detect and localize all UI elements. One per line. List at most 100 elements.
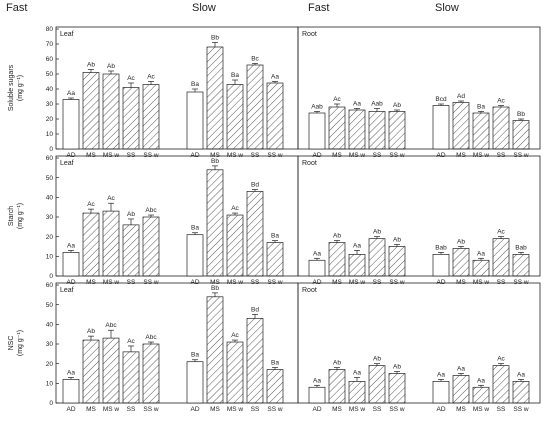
y-axis-label: NSC bbox=[8, 336, 15, 351]
significance-label: Ac bbox=[497, 356, 505, 363]
bar bbox=[328, 106, 346, 150]
significance-label: Ab bbox=[333, 233, 341, 240]
significance-label: Aa bbox=[477, 377, 485, 384]
bar bbox=[348, 381, 366, 404]
panel-frame bbox=[297, 155, 541, 277]
category-label: MS w bbox=[227, 152, 244, 159]
bar bbox=[62, 252, 80, 277]
significance-label: Ac bbox=[87, 201, 95, 208]
header-left-slow: Slow bbox=[192, 2, 216, 14]
category-label: AD bbox=[66, 279, 75, 286]
category-label: MS w bbox=[473, 406, 490, 413]
category-label: AD bbox=[312, 152, 321, 159]
category-label: MS bbox=[332, 279, 342, 286]
significance-label: Ab bbox=[373, 229, 381, 236]
y-tick-label: 0 bbox=[49, 146, 53, 153]
category-label: MS w bbox=[349, 152, 366, 159]
significance-label: Aa bbox=[437, 371, 445, 378]
y-tick-label: 20 bbox=[46, 361, 54, 368]
bar bbox=[62, 99, 80, 150]
significance-label: Bb bbox=[211, 285, 219, 292]
category-label: MS w bbox=[473, 279, 490, 286]
bar bbox=[246, 64, 264, 150]
category-label: MS bbox=[86, 406, 96, 413]
panel-frame bbox=[297, 26, 541, 150]
bar bbox=[122, 224, 140, 277]
bar bbox=[512, 254, 530, 277]
header-right-slow: Slow bbox=[435, 2, 459, 14]
category-label: SS w bbox=[267, 279, 282, 286]
significance-label: Ac bbox=[231, 332, 239, 339]
significance-label: Bb bbox=[211, 35, 219, 42]
bar bbox=[368, 238, 386, 277]
category-label: AD bbox=[66, 152, 75, 159]
category-label: AD bbox=[66, 406, 75, 413]
significance-label: Ba bbox=[477, 104, 485, 111]
y-tick-label: 10 bbox=[46, 254, 54, 261]
bar bbox=[122, 351, 140, 404]
y-tick-label: 80 bbox=[46, 26, 54, 33]
significance-label: Ab bbox=[393, 364, 401, 371]
chart-row: 0 10 20 30 40 50 60 70 80 Soluble sugars (mg g⁻¹) L… bbox=[8, 26, 541, 159]
panel-label: Root bbox=[302, 31, 317, 38]
category-label: MS bbox=[86, 279, 96, 286]
bar bbox=[348, 254, 366, 277]
y-axis-label: Soluble sugars bbox=[8, 64, 15, 111]
category-label: SS bbox=[373, 279, 382, 286]
significance-label: Ab bbox=[393, 102, 401, 109]
category-label: SS bbox=[127, 406, 136, 413]
significance-label: Bb bbox=[211, 158, 219, 165]
y-axis-unit: (mg g⁻¹) bbox=[17, 203, 24, 229]
bar bbox=[266, 369, 284, 404]
y-tick-label: 30 bbox=[46, 101, 54, 108]
significance-label: Aa bbox=[353, 242, 361, 249]
bar bbox=[246, 191, 264, 277]
header-right-fast: Fast bbox=[308, 2, 329, 14]
significance-label: Ba bbox=[271, 360, 279, 367]
bar bbox=[206, 296, 224, 404]
category-label: MS bbox=[456, 152, 466, 159]
significance-label: Ac bbox=[127, 338, 135, 345]
category-label: MS w bbox=[227, 279, 244, 286]
category-label: SS w bbox=[513, 406, 528, 413]
category-label: MS bbox=[332, 406, 342, 413]
category-label: MS w bbox=[103, 279, 120, 286]
category-label: SS bbox=[251, 152, 260, 159]
chart-row: 0 10 20 30 40 50 60 Starch (mg g⁻¹) Leaf Aa AD Ac MS A… bbox=[8, 155, 541, 286]
y-axis-unit: (mg g⁻¹) bbox=[17, 330, 24, 356]
significance-label: Ac bbox=[497, 229, 505, 236]
significance-label: Ac bbox=[333, 96, 341, 103]
bar bbox=[142, 343, 160, 404]
y-tick-label: 30 bbox=[46, 214, 54, 221]
category-label: SS w bbox=[267, 152, 282, 159]
category-label: SS w bbox=[143, 406, 158, 413]
significance-label: Abc bbox=[145, 207, 157, 214]
y-tick-label: 60 bbox=[46, 282, 54, 289]
y-tick-label: 10 bbox=[46, 381, 54, 388]
significance-label: Aa bbox=[353, 101, 361, 108]
bar bbox=[492, 238, 510, 277]
bar bbox=[472, 386, 490, 404]
significance-label: Aa bbox=[313, 250, 321, 257]
significance-label: Aa bbox=[67, 90, 75, 97]
y-tick-label: 60 bbox=[46, 155, 54, 162]
category-label: MS bbox=[210, 279, 220, 286]
category-label: AD bbox=[190, 152, 199, 159]
category-label: SS bbox=[373, 152, 382, 159]
significance-label: Aa bbox=[477, 250, 485, 257]
significance-label: Bc bbox=[251, 56, 259, 63]
category-label: MS w bbox=[103, 406, 120, 413]
category-label: MS w bbox=[349, 406, 366, 413]
significance-label: Bd bbox=[251, 181, 259, 188]
category-label: SS w bbox=[389, 279, 404, 286]
y-tick-label: 30 bbox=[46, 341, 54, 348]
bar bbox=[186, 361, 204, 404]
significance-label: Ba bbox=[191, 352, 199, 359]
bar bbox=[388, 246, 406, 277]
y-tick-label: 70 bbox=[46, 41, 54, 48]
significance-label: Ba bbox=[231, 72, 239, 79]
significance-label: Ba bbox=[271, 233, 279, 240]
category-label: SS bbox=[497, 279, 506, 286]
category-label: AD bbox=[436, 152, 445, 159]
bar bbox=[388, 373, 406, 404]
